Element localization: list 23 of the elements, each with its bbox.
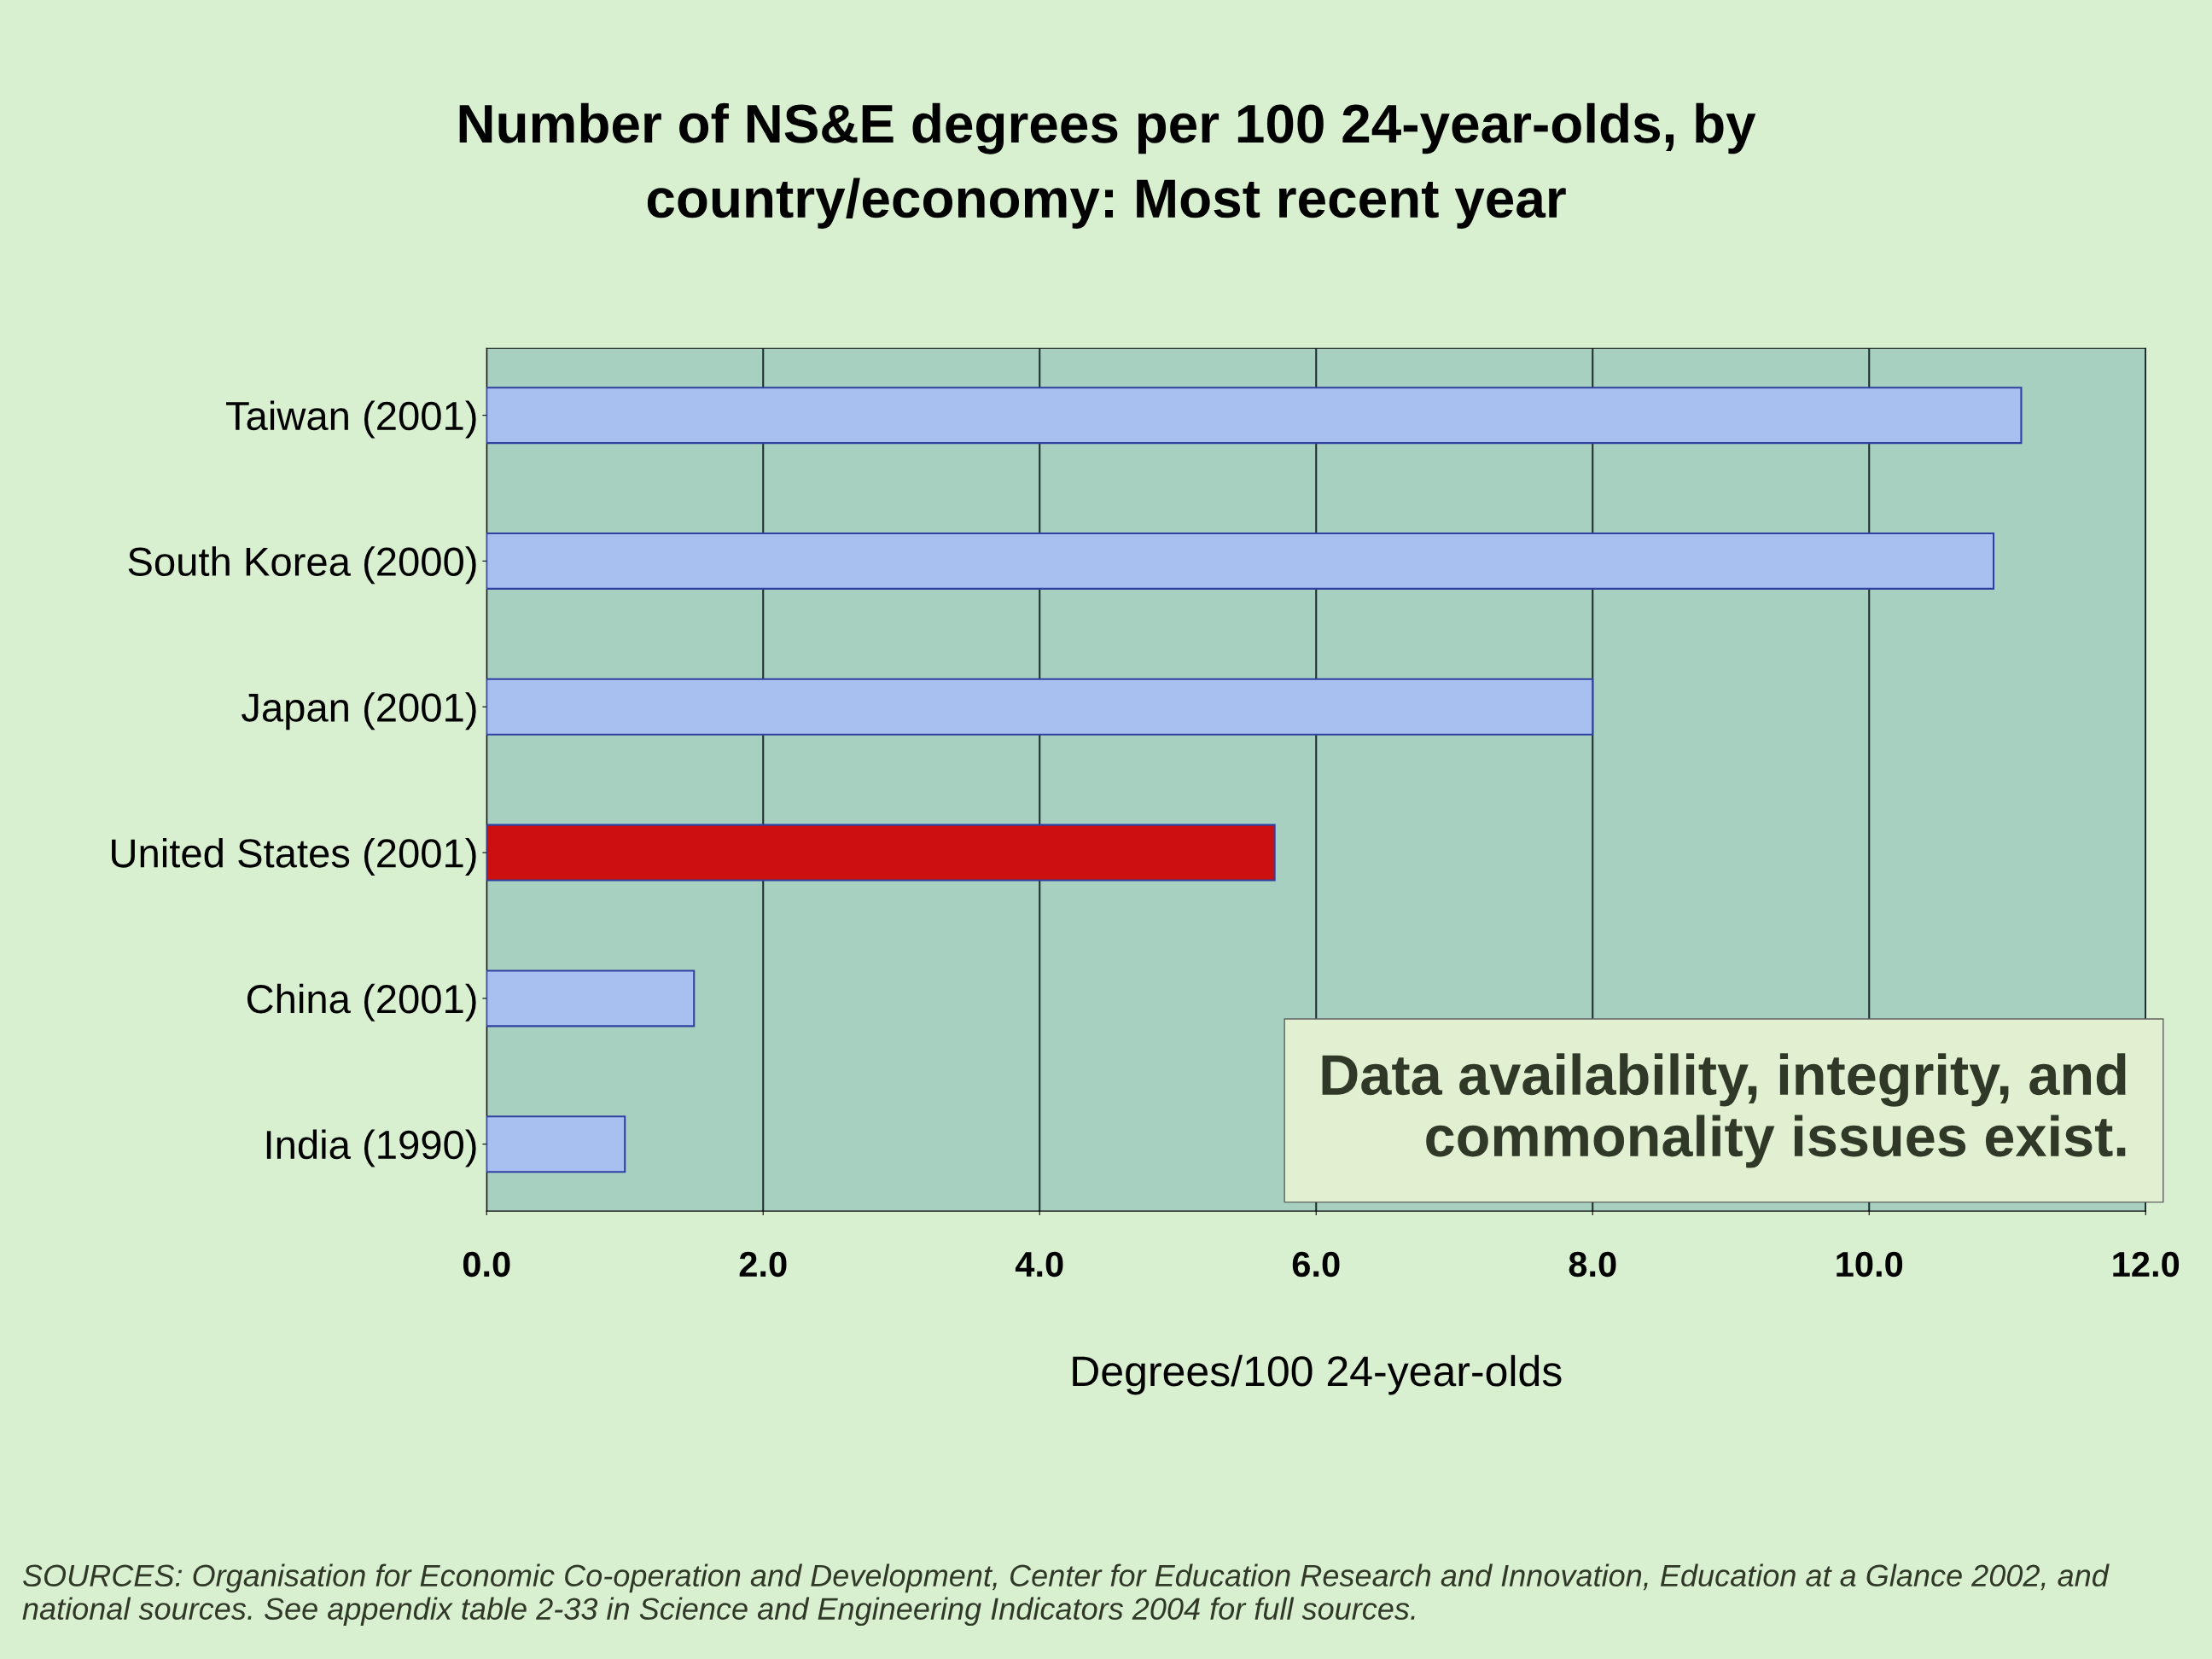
bar xyxy=(486,532,1995,590)
bar xyxy=(486,387,2023,445)
x-tick-label: 2.0 xyxy=(739,1251,787,1278)
y-tick-label: South Korea (2000) xyxy=(128,546,476,585)
x-tick-label: 4.0 xyxy=(1015,1251,1063,1278)
source-note: SOURCES: Organisation for Economic Co-operation and Development, Center for Education Research and Innovation, Education at a Glance 2002, and national sources. See appendix table 2-33 in Science and Engineering Indicators 2004 for full sources. xyxy=(22,1563,2110,1627)
y-tick-label: India (1990) xyxy=(266,1129,476,1167)
annotation: Data availability, integrity, and commonality issues exist. xyxy=(1322,1053,2126,1168)
bar xyxy=(486,1115,626,1173)
bar xyxy=(486,969,696,1027)
bar xyxy=(486,824,1276,882)
chart-title: Number of NS&E degrees per 100 24-year-olds, by country/economy: Most recent year xyxy=(459,102,1756,229)
x-tick-label: 10.0 xyxy=(1837,1251,1903,1278)
bar xyxy=(486,678,1594,736)
x-tick-label: 8.0 xyxy=(1569,1251,1616,1278)
x-axis-title: Degrees/100 24-year-olds xyxy=(1073,1354,1562,1395)
y-tick-label: United States (2001) xyxy=(112,837,476,876)
x-tick-label: 6.0 xyxy=(1292,1251,1340,1278)
y-tick-label: Japan (2001) xyxy=(242,692,476,731)
y-tick-label: Taiwan (2001) xyxy=(226,400,476,439)
x-tick-label: 0.0 xyxy=(463,1251,510,1278)
x-tick-label: 12.0 xyxy=(2113,1251,2180,1278)
y-tick-label: China (2001) xyxy=(247,983,476,1022)
